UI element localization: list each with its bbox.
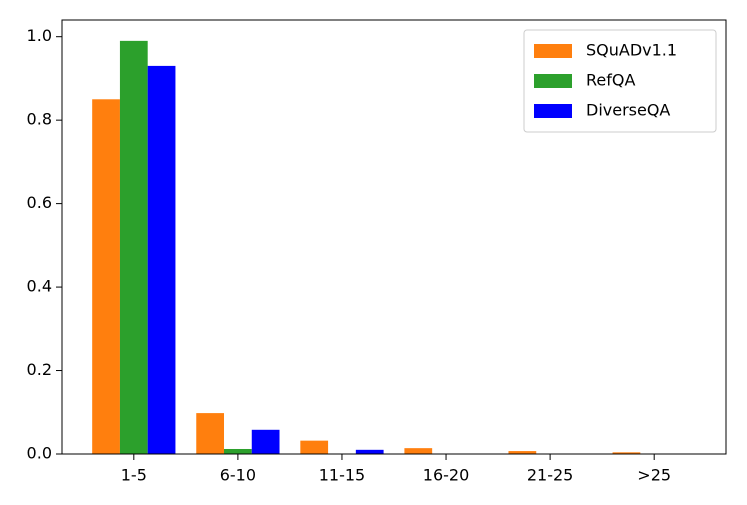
bar bbox=[300, 441, 328, 454]
bar bbox=[196, 413, 224, 454]
bar bbox=[120, 41, 148, 454]
x-tick-label: 11-15 bbox=[319, 466, 366, 485]
bar bbox=[92, 99, 120, 454]
legend-label: DiverseQA bbox=[586, 101, 670, 120]
y-tick-label: 0.2 bbox=[27, 360, 52, 379]
x-tick-label: 6-10 bbox=[220, 466, 256, 485]
y-tick-label: 0.6 bbox=[27, 193, 52, 212]
legend-swatch bbox=[534, 44, 572, 58]
bar bbox=[404, 448, 432, 454]
y-tick-label: 0.8 bbox=[27, 110, 52, 129]
x-tick-label: 1-5 bbox=[121, 466, 147, 485]
legend-swatch bbox=[534, 104, 572, 118]
legend-swatch bbox=[534, 74, 572, 88]
legend-label: RefQA bbox=[586, 71, 635, 90]
bar bbox=[356, 450, 384, 454]
x-tick-label: 21-25 bbox=[527, 466, 574, 485]
y-tick-label: 0.0 bbox=[27, 444, 52, 463]
legend-label: SQuADv1.1 bbox=[586, 41, 677, 60]
y-tick-label: 0.4 bbox=[27, 277, 52, 296]
bar bbox=[148, 66, 176, 454]
y-tick-label: 1.0 bbox=[27, 26, 52, 45]
x-tick-label: 16-20 bbox=[423, 466, 470, 485]
bar bbox=[252, 430, 280, 454]
x-tick-label: >25 bbox=[637, 466, 671, 485]
bar bbox=[224, 449, 252, 454]
